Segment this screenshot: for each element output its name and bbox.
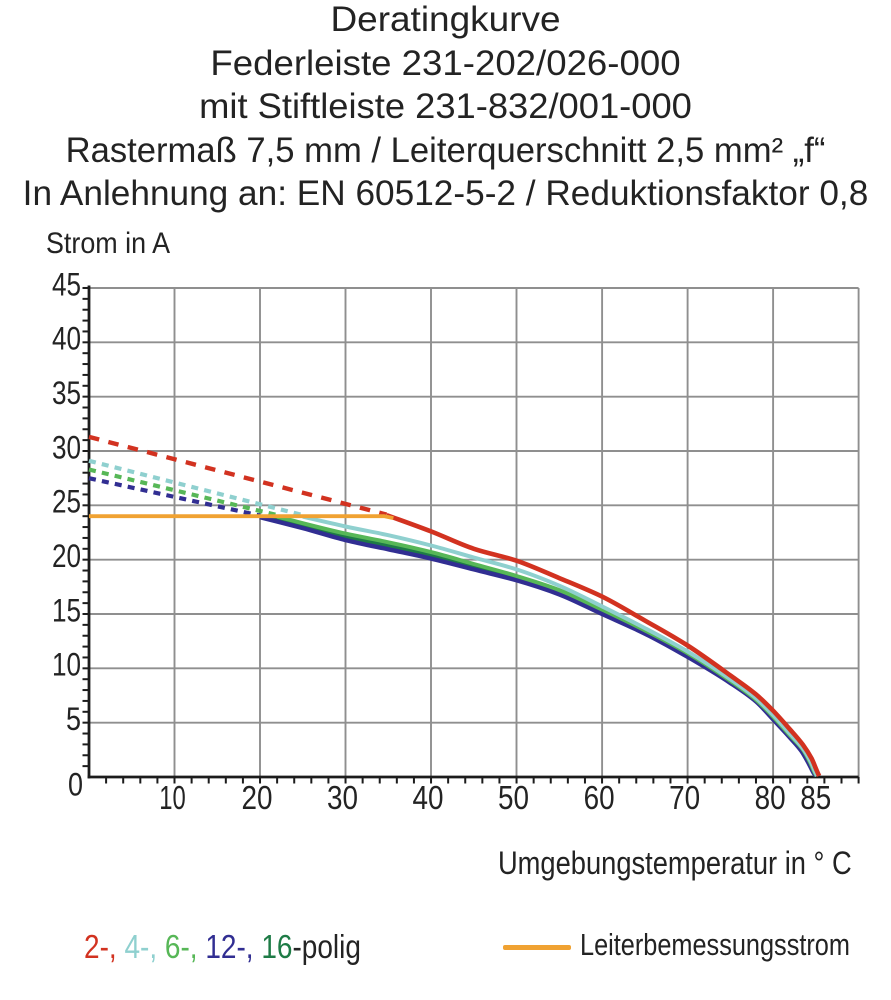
svg-text:15: 15 (52, 592, 81, 628)
svg-text:40: 40 (413, 779, 444, 816)
svg-text:25: 25 (52, 484, 81, 520)
svg-text:20: 20 (52, 538, 81, 574)
svg-text:85: 85 (800, 779, 831, 816)
svg-text:10: 10 (159, 779, 186, 816)
svg-text:30: 30 (52, 429, 81, 465)
svg-text:80: 80 (755, 779, 786, 816)
svg-text:60: 60 (584, 779, 615, 816)
svg-text:50: 50 (498, 779, 529, 816)
svg-text:70: 70 (669, 779, 700, 816)
svg-text:20: 20 (242, 779, 273, 816)
svg-text:10: 10 (52, 647, 81, 683)
svg-text:45: 45 (52, 266, 81, 302)
svg-text:30: 30 (327, 779, 358, 816)
svg-text:5: 5 (66, 701, 81, 737)
svg-text:35: 35 (52, 375, 81, 411)
svg-text:40: 40 (52, 321, 81, 357)
svg-text:0: 0 (68, 767, 83, 803)
